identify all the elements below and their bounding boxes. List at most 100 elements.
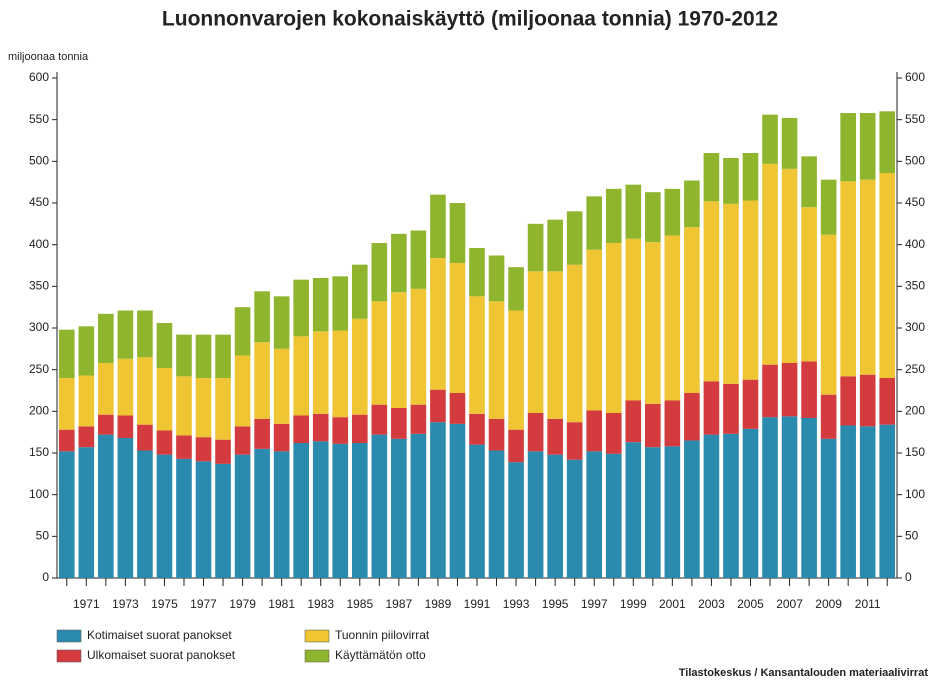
bar-segment bbox=[664, 235, 681, 401]
bar-segment bbox=[508, 429, 524, 463]
bar-segment bbox=[527, 223, 544, 272]
bar-segment bbox=[879, 378, 896, 425]
x-tick-label: 2011 bbox=[855, 597, 881, 611]
x-tick-label: 1985 bbox=[346, 597, 373, 611]
chart-title: Luonnonvarojen kokonaiskäyttö (miljoonaa… bbox=[162, 8, 778, 31]
x-tick-label: 2005 bbox=[737, 597, 764, 611]
bar-segment bbox=[254, 418, 270, 449]
bar-segment bbox=[742, 200, 759, 380]
y-tick-label: 450 bbox=[29, 195, 49, 209]
legend-label: Ulkomaiset suorat panokset bbox=[87, 648, 236, 662]
bar-segment bbox=[645, 403, 661, 448]
x-tick-label: 2009 bbox=[815, 597, 842, 611]
bar-segment bbox=[78, 375, 95, 427]
legend-label: Kotimaiset suorat panokset bbox=[87, 628, 232, 642]
legend-label: Tuonnin piilovirrat bbox=[335, 628, 430, 642]
bar-segment bbox=[351, 443, 368, 578]
bar-segment bbox=[332, 417, 349, 444]
bar-segment bbox=[488, 301, 505, 419]
bar-segment bbox=[254, 291, 270, 343]
bar-segment bbox=[117, 310, 134, 359]
bar-segment bbox=[840, 376, 856, 426]
bar-segment bbox=[351, 318, 368, 415]
bar-segment bbox=[391, 292, 407, 408]
bar-segment bbox=[625, 400, 642, 443]
bar-segment bbox=[488, 418, 505, 451]
bar-segment bbox=[58, 429, 75, 452]
bar-segment bbox=[625, 442, 642, 578]
y-tick-label: 550 bbox=[29, 112, 49, 126]
x-tick-label: 1993 bbox=[503, 597, 530, 611]
bar-segment bbox=[781, 168, 798, 363]
bar-segment bbox=[508, 267, 524, 311]
bar-segment bbox=[723, 383, 739, 434]
y-tick-label: 200 bbox=[29, 404, 49, 418]
bar-segment bbox=[215, 439, 231, 464]
bar-segment bbox=[469, 413, 485, 445]
bar-segment bbox=[234, 426, 251, 455]
bar-segment bbox=[137, 357, 153, 425]
bar-segment bbox=[703, 153, 720, 202]
bar-segment bbox=[410, 433, 427, 578]
x-tick-label: 1975 bbox=[151, 597, 178, 611]
bar-segment bbox=[332, 276, 349, 331]
bar-segment bbox=[351, 264, 368, 319]
bar-segment bbox=[723, 203, 739, 384]
bar-segment bbox=[859, 374, 876, 427]
x-tick-label: 1971 bbox=[73, 597, 100, 611]
bar-segment bbox=[859, 426, 876, 578]
y2-tick-label: 400 bbox=[905, 237, 925, 251]
bar-segment bbox=[234, 307, 251, 356]
bar-segment bbox=[664, 188, 681, 236]
bar-segment bbox=[547, 454, 563, 578]
bar-segment bbox=[566, 459, 583, 578]
bar-segment bbox=[371, 434, 388, 578]
bar-segment bbox=[508, 310, 524, 430]
y2-tick-label: 200 bbox=[905, 404, 925, 418]
bar-segment bbox=[547, 271, 563, 419]
legend-label: Käyttämätön otto bbox=[335, 648, 426, 662]
bar-segment bbox=[488, 255, 505, 302]
bar-segment bbox=[762, 163, 778, 365]
bar-segment bbox=[117, 415, 134, 438]
bar-segment bbox=[703, 381, 720, 435]
bar-segment bbox=[801, 156, 817, 208]
bar-segment bbox=[293, 279, 309, 337]
bar-segment bbox=[98, 363, 114, 415]
bar-segment bbox=[566, 211, 583, 265]
y2-tick-label: 100 bbox=[905, 487, 925, 501]
bar-segment bbox=[781, 363, 798, 417]
y2-tick-label: 50 bbox=[905, 529, 919, 543]
bar-segment bbox=[176, 458, 192, 578]
bar-segment bbox=[156, 430, 173, 455]
bar-segment bbox=[645, 192, 661, 243]
bar-segment bbox=[430, 194, 446, 258]
bar-segment bbox=[351, 414, 368, 443]
bar-segment bbox=[410, 230, 427, 289]
bar-segment bbox=[78, 326, 95, 376]
bar-segment bbox=[98, 434, 114, 578]
bar-segment bbox=[410, 288, 427, 405]
bar-segment bbox=[430, 389, 446, 423]
legend-swatch bbox=[304, 649, 330, 663]
bar-segment bbox=[449, 203, 466, 263]
x-tick-label: 1989 bbox=[425, 597, 452, 611]
bar-segment bbox=[625, 238, 642, 401]
x-tick-label: 2001 bbox=[659, 597, 686, 611]
bar-segment bbox=[195, 437, 212, 462]
legend-swatch bbox=[56, 649, 82, 663]
bar-segment bbox=[371, 243, 388, 302]
bar-segment bbox=[449, 423, 466, 578]
bar-segment bbox=[762, 364, 778, 418]
bar-segment bbox=[293, 415, 309, 443]
bar-segment bbox=[566, 264, 583, 423]
bar-segment bbox=[98, 414, 114, 435]
bar-segment bbox=[78, 426, 95, 448]
bar-segment bbox=[234, 355, 251, 427]
bar-segment bbox=[820, 394, 837, 439]
bar-segment bbox=[605, 453, 622, 578]
bar-segment bbox=[449, 263, 466, 393]
bar-segment bbox=[215, 334, 231, 378]
bar-segment bbox=[586, 196, 603, 250]
